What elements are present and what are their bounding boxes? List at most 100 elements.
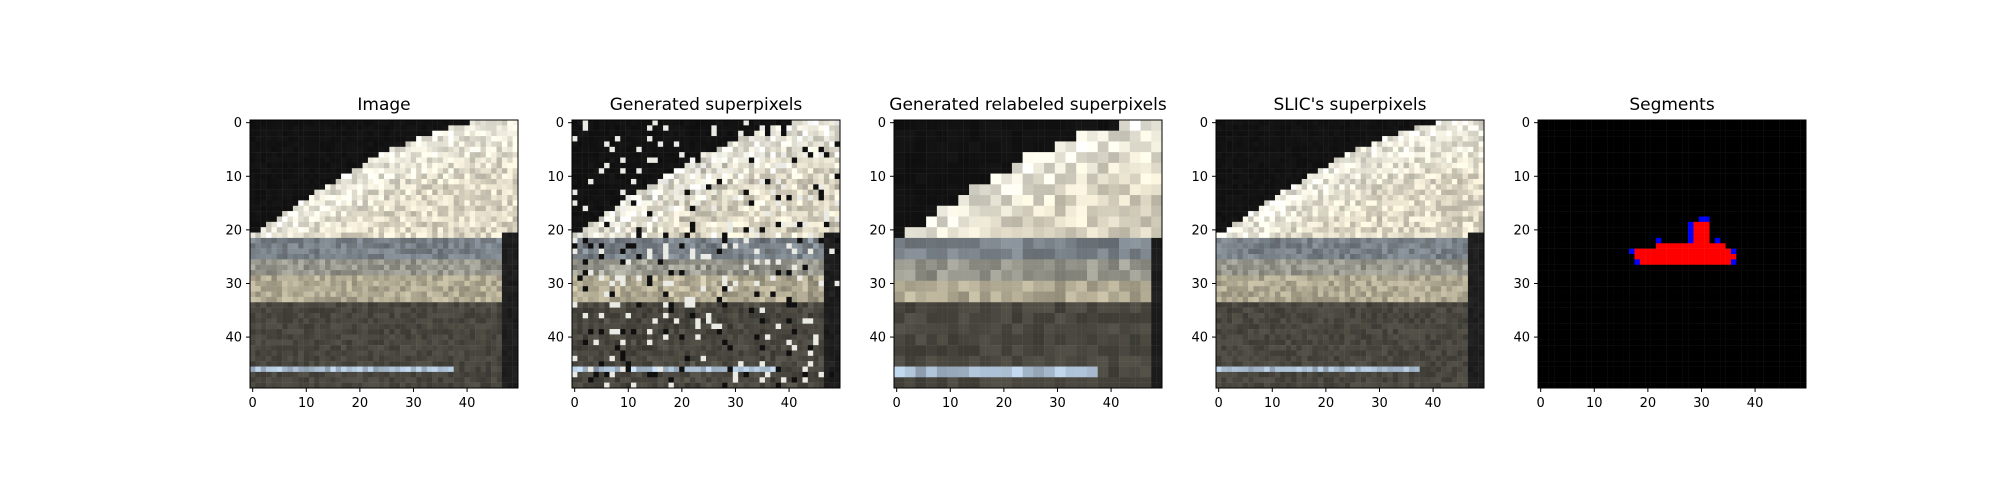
- image-cell: [389, 211, 395, 217]
- image-cell: [362, 211, 369, 217]
- image-cell: [791, 200, 798, 206]
- image-cell: [373, 205, 379, 212]
- image-cell: [588, 286, 594, 292]
- image-cell: [282, 130, 288, 137]
- image-cell: [319, 136, 326, 142]
- image-cell: [668, 184, 675, 190]
- image-cell: [341, 371, 347, 378]
- image-cell: [748, 237, 755, 244]
- image-cell: [641, 130, 648, 137]
- image-cell: [823, 162, 830, 169]
- image-cell: [303, 248, 310, 255]
- image-cell: [362, 302, 369, 308]
- image-cell: [357, 146, 363, 153]
- image-cell: [722, 355, 728, 362]
- image-cell: [485, 237, 492, 244]
- image-cell: [813, 339, 819, 346]
- image-cell: [706, 120, 712, 126]
- image-cell: [384, 178, 390, 185]
- image-cell: [673, 157, 680, 164]
- image-cell: [770, 200, 776, 206]
- image-cell: [743, 146, 750, 153]
- image-cell: [496, 259, 503, 265]
- image-cell: [405, 264, 411, 271]
- image-cell: [813, 264, 819, 271]
- image-cell: [459, 259, 465, 265]
- image-cell: [378, 345, 385, 351]
- image-cell: [695, 302, 701, 308]
- image-cell: [754, 286, 760, 292]
- image-cell: [657, 371, 664, 378]
- image-cell: [625, 275, 632, 281]
- image-cell: [507, 221, 513, 228]
- image-cell: [314, 291, 320, 298]
- image-cell: [298, 312, 304, 319]
- image-cell: [663, 125, 669, 131]
- image-cell: [620, 270, 626, 276]
- image-cell: [469, 221, 476, 228]
- image-cell: [689, 382, 696, 389]
- image-cell: [276, 136, 283, 142]
- image-cell: [614, 329, 621, 335]
- image-cell: [748, 329, 755, 335]
- image-cell: [485, 312, 492, 319]
- image-cell: [689, 334, 696, 340]
- image-cell: [260, 302, 267, 308]
- image-cell: [818, 195, 825, 201]
- image-cell: [823, 173, 830, 180]
- image-cell: [700, 371, 707, 378]
- image-cell: [630, 227, 637, 233]
- image-cell: [308, 254, 315, 260]
- image-cell: [711, 312, 717, 319]
- image-cell: [727, 286, 733, 292]
- image-cell: [389, 195, 395, 201]
- image-cell: [711, 259, 717, 265]
- image-cell: [410, 232, 417, 239]
- image-cell: [770, 371, 776, 378]
- image-cell: [593, 205, 599, 212]
- image-cell: [802, 291, 809, 298]
- image-cell: [781, 243, 787, 249]
- image-cell: [604, 168, 610, 174]
- image-cell: [464, 189, 470, 196]
- image-cell: [292, 270, 299, 276]
- image-cell: [636, 200, 642, 206]
- image-cell: [469, 302, 476, 308]
- image-cell: [813, 286, 819, 292]
- image-cell: [314, 232, 320, 239]
- image-cell: [346, 264, 353, 271]
- image-cell: [480, 323, 487, 330]
- image-cell: [630, 141, 637, 147]
- image-cell: [582, 377, 589, 383]
- image-cell: [673, 120, 680, 126]
- image-cell: [260, 205, 267, 212]
- image-cell: [716, 227, 723, 233]
- image-cell: [598, 350, 605, 357]
- image-cell: [276, 211, 283, 217]
- image-cell: [818, 329, 825, 335]
- image-cell: [673, 184, 680, 190]
- image-cell: [823, 350, 830, 357]
- image-cell: [282, 296, 288, 303]
- image-cell: [716, 339, 723, 346]
- image-cell: [657, 307, 664, 314]
- image-cell: [706, 254, 712, 260]
- image-cell: [748, 120, 755, 126]
- image-cell: [496, 146, 503, 153]
- image-cell: [797, 227, 803, 233]
- image-cell: [250, 350, 256, 357]
- image-cell: [378, 318, 385, 324]
- image-cell: [829, 211, 835, 217]
- image-cell: [797, 377, 803, 383]
- image-cell: [400, 195, 406, 201]
- image-cell: [410, 141, 417, 147]
- image-cell: [501, 178, 508, 185]
- image-cell: [636, 125, 642, 131]
- image-cell: [652, 227, 658, 233]
- image-cell: [775, 200, 782, 206]
- image-cell: [351, 237, 358, 244]
- image-cell: [480, 361, 487, 367]
- image-cell: [453, 291, 460, 298]
- image-cell: [657, 345, 664, 351]
- image-cell: [764, 232, 771, 239]
